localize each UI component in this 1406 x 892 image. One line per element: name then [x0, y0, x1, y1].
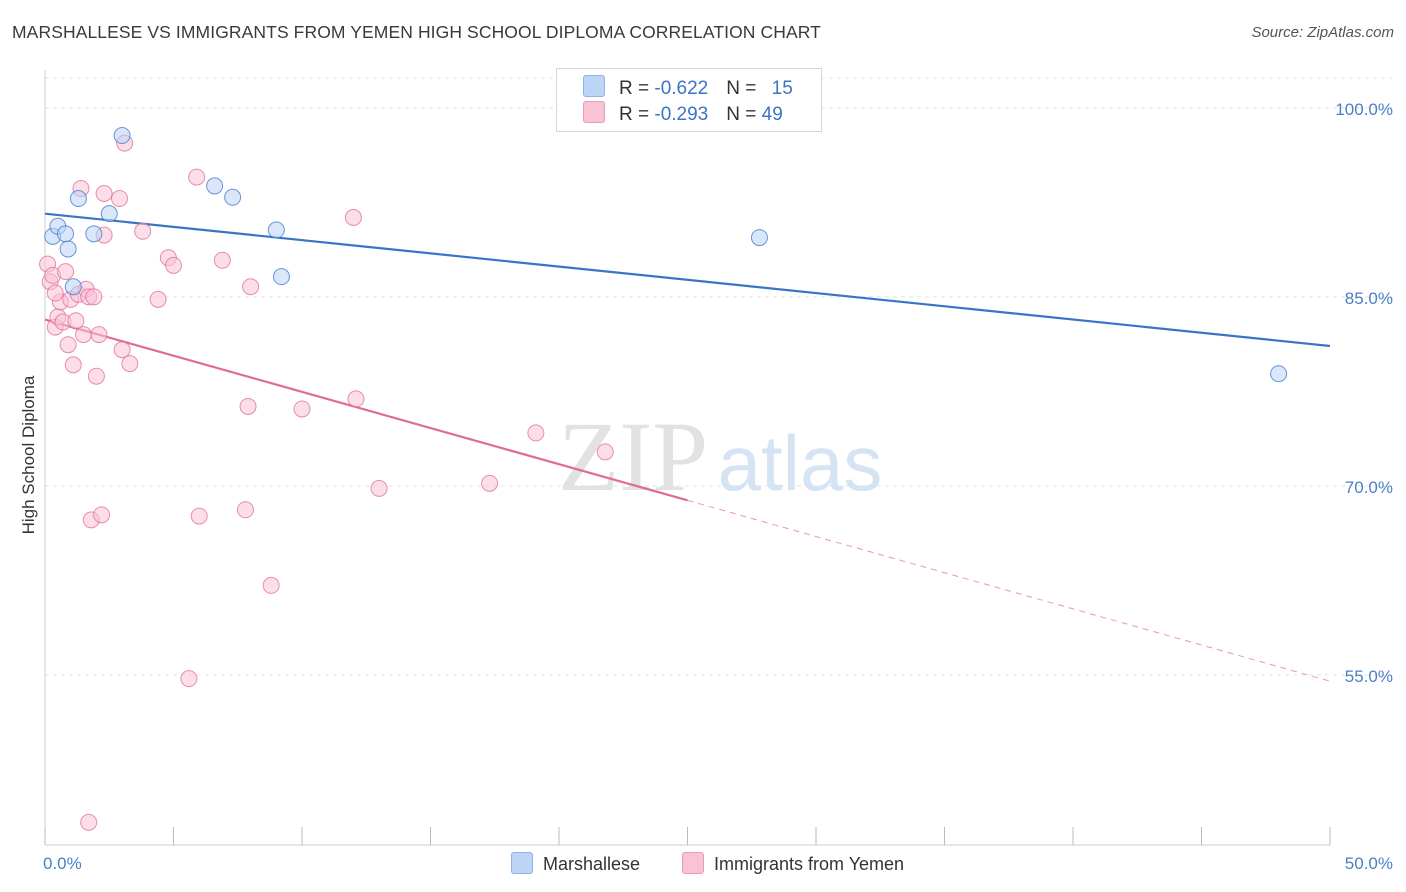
- data-point-blue: [1270, 365, 1288, 383]
- data-point-pink: [87, 367, 105, 385]
- data-point-blue: [750, 229, 768, 247]
- y-tick-label: 85.0%: [1345, 289, 1393, 308]
- trend-line-pink: [44, 318, 688, 502]
- stats-legend: R = -0.622 N = 15 R = -0.293 N = 49: [556, 68, 822, 132]
- y-axis-label: High School Diploma: [19, 375, 38, 534]
- data-point-blue: [64, 278, 82, 296]
- data-point-pink: [121, 355, 139, 373]
- legend-r-value: -0.293: [654, 104, 709, 125]
- data-point-pink: [111, 190, 129, 208]
- chart-title: MARSHALLESE VS IMMIGRANTS FROM YEMEN HIG…: [12, 22, 821, 42]
- data-point-pink: [67, 312, 85, 330]
- bottom-legend-swatch-pink: [682, 852, 704, 874]
- data-point-pink: [190, 507, 208, 525]
- legend-r-value: -0.622: [654, 78, 709, 99]
- data-point-pink: [165, 256, 182, 274]
- data-point-pink: [180, 670, 198, 688]
- data-points: [39, 127, 1288, 831]
- x-tick-label: 50.0%: [1345, 854, 1393, 873]
- data-point-pink: [262, 576, 280, 594]
- legend-n-value: 15: [771, 78, 793, 99]
- data-point-pink: [596, 443, 614, 461]
- data-point-pink: [236, 501, 254, 519]
- legend-swatch-pink: [583, 101, 605, 123]
- data-point-pink: [239, 397, 257, 415]
- data-point-pink: [80, 813, 98, 831]
- data-point-pink: [113, 341, 131, 359]
- data-point-pink: [481, 474, 499, 492]
- data-point-pink: [134, 222, 152, 240]
- data-point-blue: [59, 240, 77, 258]
- legend-n-value: 49: [761, 104, 783, 125]
- legend-row-yemen: R = -0.293 N = 49: [583, 101, 783, 127]
- data-point-blue: [113, 127, 131, 145]
- data-point-pink: [213, 251, 231, 269]
- trend-lines: [44, 212, 1331, 682]
- data-point-pink: [90, 326, 108, 344]
- trend-line-extension-pink: [687, 499, 1331, 682]
- data-point-blue: [224, 188, 242, 206]
- source-credit: Source: ZipAtlas.com: [1251, 24, 1394, 41]
- data-point-blue: [57, 225, 75, 243]
- bottom-legend-yemen: Immigrants from Yemen: [682, 852, 904, 875]
- bottom-legend-label: Marshallese: [543, 854, 641, 874]
- legend-n-label: N =: [726, 78, 762, 99]
- data-point-pink: [293, 400, 311, 418]
- data-point-pink: [149, 290, 167, 308]
- data-point-pink: [242, 278, 260, 296]
- data-point-blue: [100, 205, 118, 223]
- data-point-blue: [267, 221, 285, 239]
- legend-row-marshallese: R = -0.622 N = 15: [583, 75, 793, 101]
- data-point-pink: [57, 263, 75, 281]
- data-point-pink: [95, 184, 113, 202]
- legend-r-label: R =: [619, 104, 655, 125]
- data-point-blue: [272, 268, 290, 286]
- watermark-zip: ZIP: [558, 401, 708, 512]
- trend-line-blue: [44, 212, 1331, 348]
- data-point-pink: [75, 326, 93, 344]
- data-point-blue: [206, 177, 224, 195]
- data-point-pink: [344, 208, 362, 226]
- watermark-atlas: atlas: [718, 419, 883, 507]
- data-point-pink: [85, 288, 103, 306]
- axes-layer: [44, 70, 1331, 846]
- data-point-blue: [85, 225, 103, 243]
- data-point-blue: [69, 190, 87, 208]
- data-point-pink: [59, 336, 77, 354]
- legend-n-label: N =: [726, 104, 762, 125]
- y-tick-label: 70.0%: [1345, 478, 1393, 497]
- data-point-pink: [64, 356, 82, 374]
- data-point-pink: [188, 168, 206, 186]
- y-tick-label: 55.0%: [1345, 667, 1393, 686]
- data-point-pink: [347, 390, 365, 408]
- tick-labels: 100.0% 85.0% 70.0% 55.0% 0.0% 50.0%: [43, 100, 1393, 873]
- bottom-legend-swatch-blue: [511, 852, 533, 874]
- bottom-legend-label: Immigrants from Yemen: [714, 854, 905, 874]
- data-point-pink: [93, 506, 111, 524]
- bottom-legend-marshallese: Marshallese: [511, 852, 640, 875]
- y-tick-label: 100.0%: [1335, 100, 1393, 119]
- data-point-pink: [46, 284, 64, 302]
- data-point-pink: [370, 479, 388, 497]
- legend-r-label: R =: [619, 78, 655, 99]
- x-tick-label: 0.0%: [43, 854, 82, 873]
- data-point-pink: [527, 424, 545, 442]
- legend-swatch-blue: [583, 75, 605, 97]
